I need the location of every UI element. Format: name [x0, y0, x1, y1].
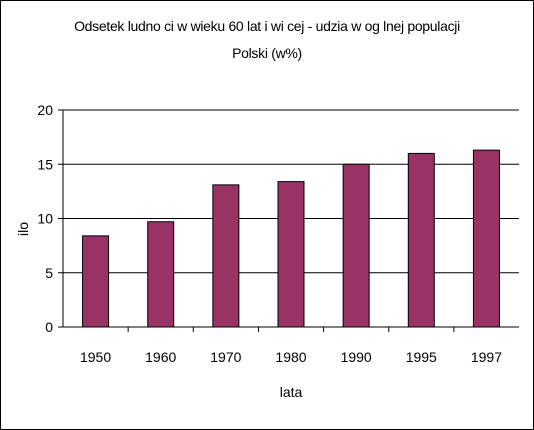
chart-title-line-1: Odsetek ludno ci w wieku 60 lat i wi cej… [74, 18, 460, 34]
y-tick-label: 0 [45, 319, 53, 335]
x-ticks: 1950 1960 1970 1980 1990 1995 1997 [80, 327, 502, 365]
x-tick-label-1980: 1980 [275, 349, 306, 365]
bars [82, 149, 500, 328]
x-tick-label-1950: 1950 [80, 349, 111, 365]
y-ticks: 0 5 10 15 20 [37, 102, 63, 335]
chart-title-line-2: Polski (w%) [232, 45, 302, 61]
bar-1995 [407, 152, 435, 328]
y-tick-label: 20 [37, 102, 53, 118]
bar-1970 [212, 184, 240, 328]
x-axis-label: lata [280, 384, 303, 400]
x-tick-label-1990: 1990 [341, 349, 372, 365]
bar-1950 [82, 235, 110, 328]
y-axis-label: ilo [15, 222, 31, 236]
x-tick-label-1970: 1970 [210, 349, 241, 365]
x-tick-label-1997: 1997 [471, 349, 502, 365]
bar-1990 [342, 163, 370, 328]
y-tick-label: 5 [45, 265, 53, 281]
bar-1980 [277, 181, 305, 328]
bar-1997 [472, 149, 500, 328]
x-tick-label-1995: 1995 [406, 349, 437, 365]
bar-1960 [147, 221, 175, 328]
x-tick-label-1960: 1960 [145, 349, 176, 365]
y-tick-label: 10 [37, 211, 53, 227]
y-tick-label: 15 [37, 156, 53, 172]
